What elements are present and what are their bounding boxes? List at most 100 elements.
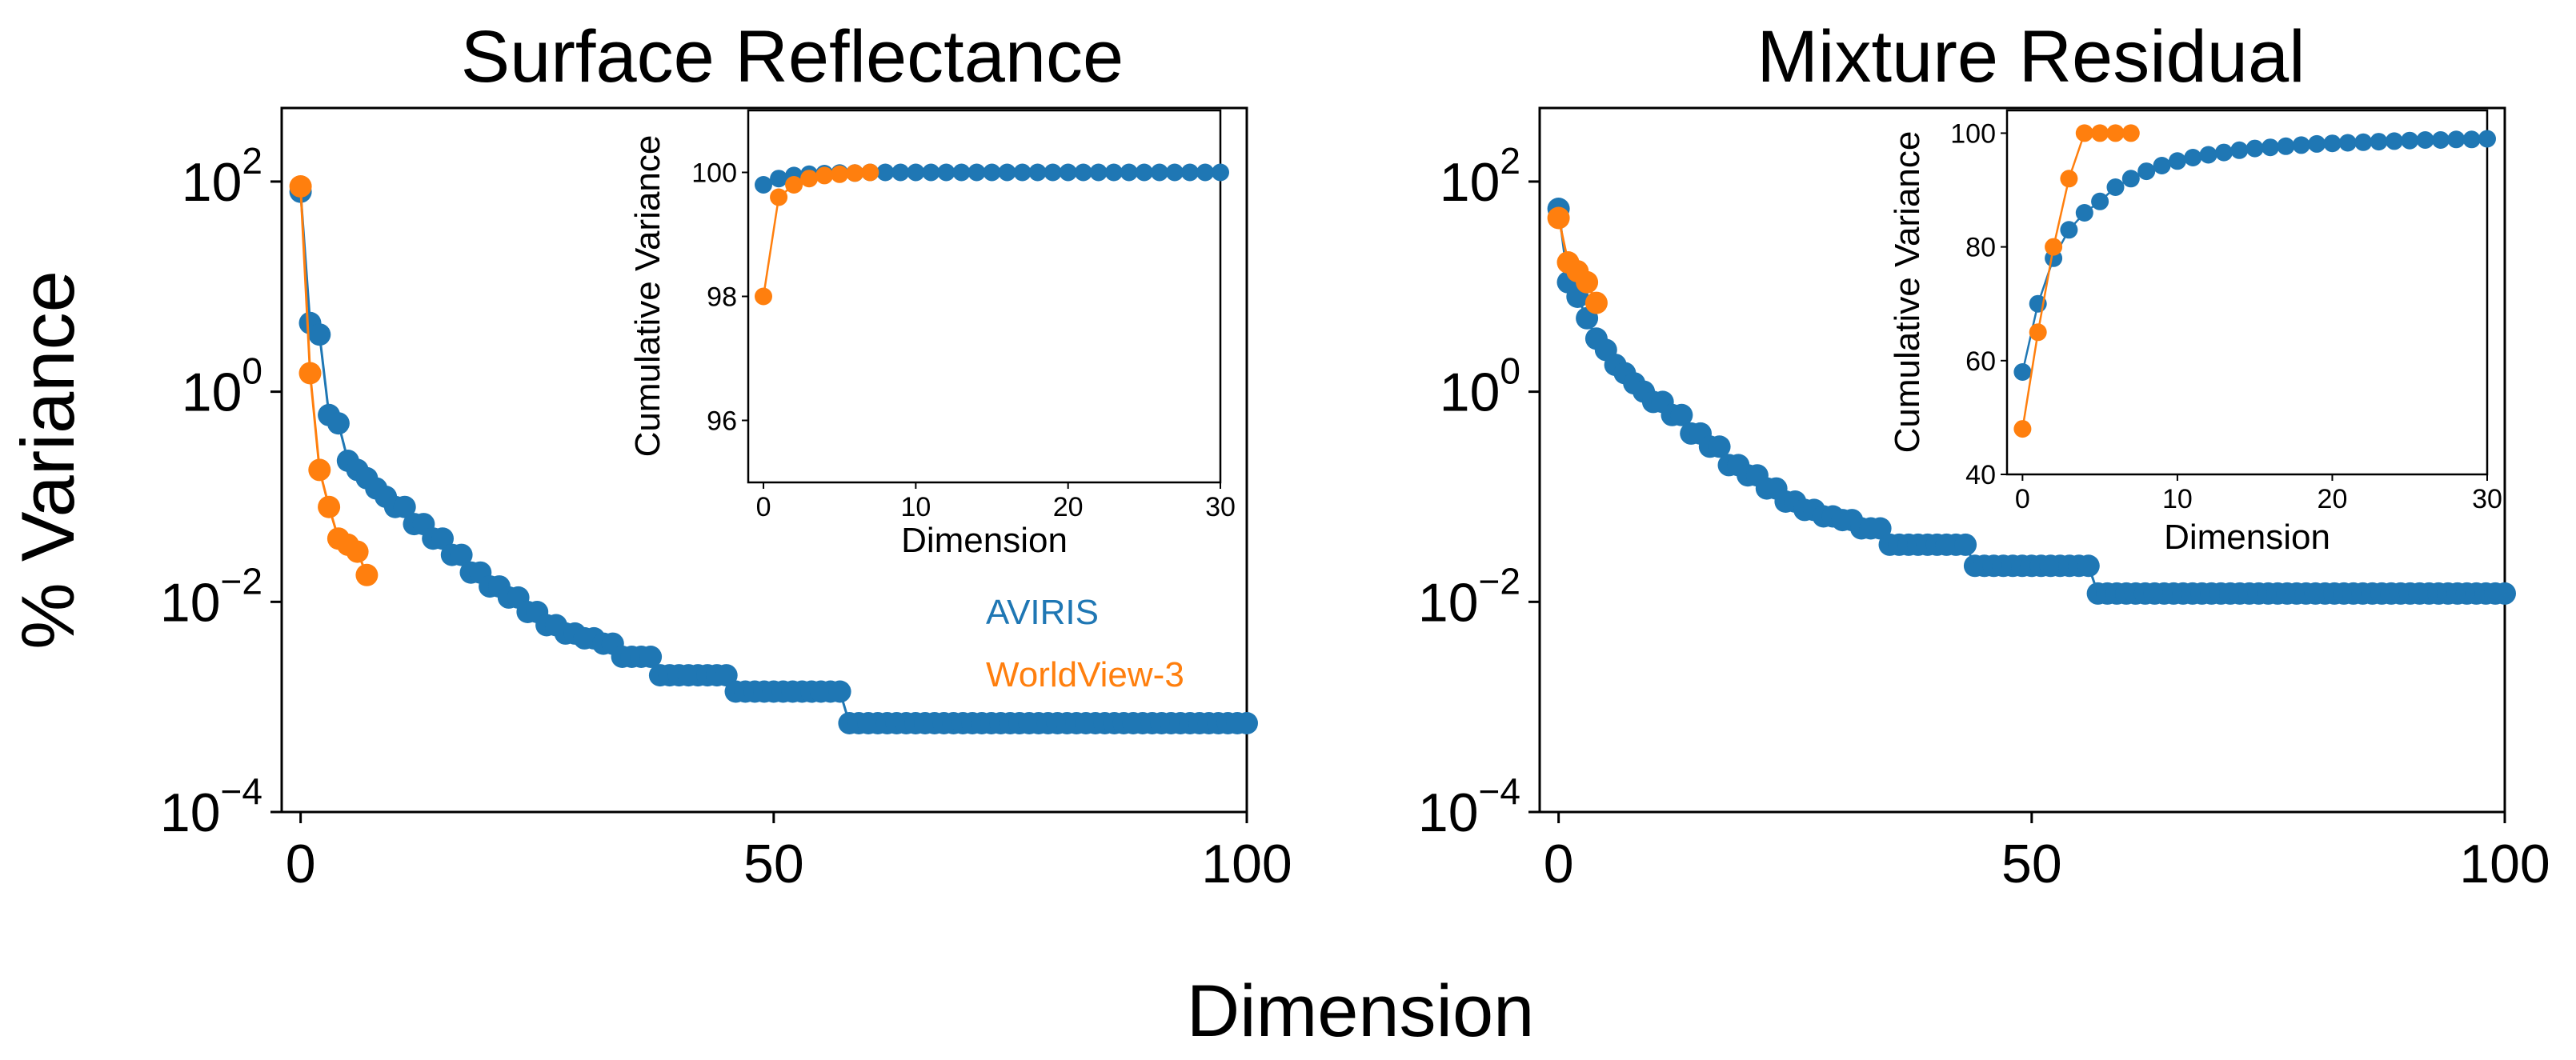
- data-point-aviris: [828, 680, 851, 703]
- inset-data-point-aviris: [922, 163, 940, 182]
- inset-data-point-aviris: [2277, 137, 2295, 155]
- x-tick-label: 50: [743, 834, 804, 894]
- inset-data-point-aviris: [1212, 163, 1229, 182]
- inset-data-point-aviris: [2462, 130, 2481, 149]
- panel-surface-reflectance: Surface Reflectance 0 50 100 102 100 10−2 10−4…: [160, 16, 1292, 894]
- data-point-aviris: [1670, 403, 1693, 426]
- chart-title: Surface Reflectance: [461, 16, 1124, 98]
- data-point-aviris: [2494, 582, 2516, 605]
- inset-data-point-aviris: [1013, 163, 1032, 182]
- inset-data-point-aviris: [1135, 163, 1153, 182]
- y-tick-label: 100: [1440, 350, 1520, 423]
- inset-data-point-worldview-3: [846, 164, 864, 182]
- inset-y-tick-label: 80: [1965, 233, 1996, 263]
- inset-data-point-aviris: [2416, 131, 2434, 149]
- inset-x-tick-label: 20: [1053, 492, 1084, 522]
- data-point-aviris: [1954, 533, 1977, 556]
- inset-xlabel: Dimension: [901, 521, 1068, 560]
- inset-data-point-aviris: [2308, 134, 2326, 153]
- inset-data-point-aviris: [2168, 152, 2186, 170]
- y-tick-label: 100: [182, 350, 262, 423]
- inset-data-point-aviris: [2478, 130, 2496, 148]
- inset-data-point-worldview-3: [2121, 124, 2140, 142]
- inset-data-point-worldview-3: [2060, 170, 2078, 188]
- inset-data-point-aviris: [2215, 143, 2233, 162]
- inset-data-point-aviris: [1196, 163, 1214, 182]
- axis-ticks: 0 50 100 102 100 10−2 10−4: [160, 140, 1292, 894]
- shared-ylabel: % Variance: [6, 270, 90, 650]
- inset-data-point-worldview-3: [2013, 420, 2032, 438]
- data-point-aviris: [1708, 435, 1731, 458]
- inset-data-point-worldview-3: [2075, 124, 2093, 142]
- inset-ticks: 0 10 20 30 96 98 100: [691, 158, 1236, 523]
- inset-x-tick-label: 30: [1205, 492, 1236, 522]
- inset-data-point-aviris: [891, 163, 910, 182]
- panel-mixture-residual: Mixture Residual 0 50 100 102 100 10−2 10−4 0 1…: [1418, 16, 2550, 894]
- inset-data-point-aviris: [2323, 134, 2342, 153]
- inset-marks: [755, 163, 1229, 306]
- data-point-aviris: [715, 664, 738, 687]
- inset-data-point-worldview-3: [861, 163, 879, 182]
- inset-data-point-aviris: [1089, 163, 1108, 182]
- y-tick-label: 10−4: [1418, 770, 1520, 843]
- inset-data-point-aviris: [2060, 221, 2078, 239]
- inset-data-point-aviris: [1104, 163, 1123, 182]
- inset-data-point-worldview-3: [815, 166, 834, 185]
- inset-y-tick-label: 60: [1965, 346, 1996, 377]
- plot-marks: [1547, 198, 2516, 605]
- inset-data-point-worldview-3: [2045, 238, 2063, 256]
- inset-data-point-aviris: [2091, 192, 2109, 210]
- data-point-aviris: [393, 495, 416, 518]
- inset-data-point-aviris: [2075, 204, 2093, 222]
- inset-y-tick-label: 100: [691, 158, 737, 189]
- x-tick-label: 0: [1544, 834, 1574, 894]
- inset-ticks: 0 10 20 30 40 60 80 100: [1950, 118, 2502, 514]
- inset-data-point-aviris: [2385, 132, 2403, 150]
- inset-ylabel: Cumulative Variance: [1888, 131, 1927, 454]
- inset-data-point-aviris: [2106, 178, 2125, 196]
- inset-data-point-aviris: [755, 176, 772, 194]
- inset-data-point-aviris: [2401, 131, 2419, 150]
- legend-worldview3: WorldView-3: [986, 655, 1184, 694]
- data-point-worldview-3: [1584, 291, 1608, 314]
- y-tick-label: 102: [182, 140, 262, 213]
- x-tick-label: 100: [2459, 834, 2550, 894]
- x-tick-label: 0: [286, 834, 316, 894]
- inset-y-tick-label: 100: [1950, 118, 1996, 149]
- inset-data-point-aviris: [1059, 163, 1077, 182]
- inset-cumulative-variance: 0 10 20 30 40 60 80 100 Dimension Cumulative Va…: [1888, 109, 2502, 557]
- inset-data-point-aviris: [2262, 138, 2279, 157]
- inset-data-point-aviris: [1120, 163, 1138, 182]
- data-point-aviris: [1869, 517, 1892, 540]
- inset-data-point-aviris: [2153, 157, 2171, 174]
- inset-x-tick-label: 10: [2162, 484, 2193, 514]
- inset-data-point-aviris: [2121, 170, 2140, 188]
- inset-x-tick-label: 0: [2015, 484, 2030, 514]
- data-point-worldview-3: [1576, 270, 1599, 294]
- inset-ylabel: Cumulative Variance: [628, 135, 667, 458]
- data-point-aviris: [308, 323, 331, 346]
- y-tick-label: 10−2: [160, 560, 262, 633]
- data-point-worldview-3: [355, 563, 379, 586]
- data-point-worldview-3: [289, 175, 312, 198]
- inset-x-tick-label: 0: [756, 492, 771, 522]
- y-tick-label: 102: [1440, 140, 1520, 213]
- inset-data-point-aviris: [1044, 163, 1062, 182]
- data-point-aviris: [431, 527, 454, 550]
- inset-data-point-aviris: [1074, 163, 1092, 182]
- inset-data-point-aviris: [1028, 163, 1047, 182]
- data-point-worldview-3: [298, 362, 322, 385]
- inset-data-point-aviris: [2431, 131, 2450, 149]
- inset-x-tick-label: 20: [2318, 484, 2348, 514]
- inset-data-point-aviris: [2199, 146, 2217, 164]
- inset-data-point-aviris: [998, 163, 1016, 182]
- inset-data-point-aviris: [2354, 133, 2373, 151]
- y-tick-label: 10−4: [160, 770, 262, 843]
- shared-xlabel: Dimension: [1187, 970, 1535, 1052]
- inset-data-point-aviris: [968, 163, 986, 182]
- data-point-worldview-3: [346, 540, 369, 563]
- inset-data-point-aviris: [1165, 163, 1184, 182]
- data-point-aviris: [450, 543, 473, 566]
